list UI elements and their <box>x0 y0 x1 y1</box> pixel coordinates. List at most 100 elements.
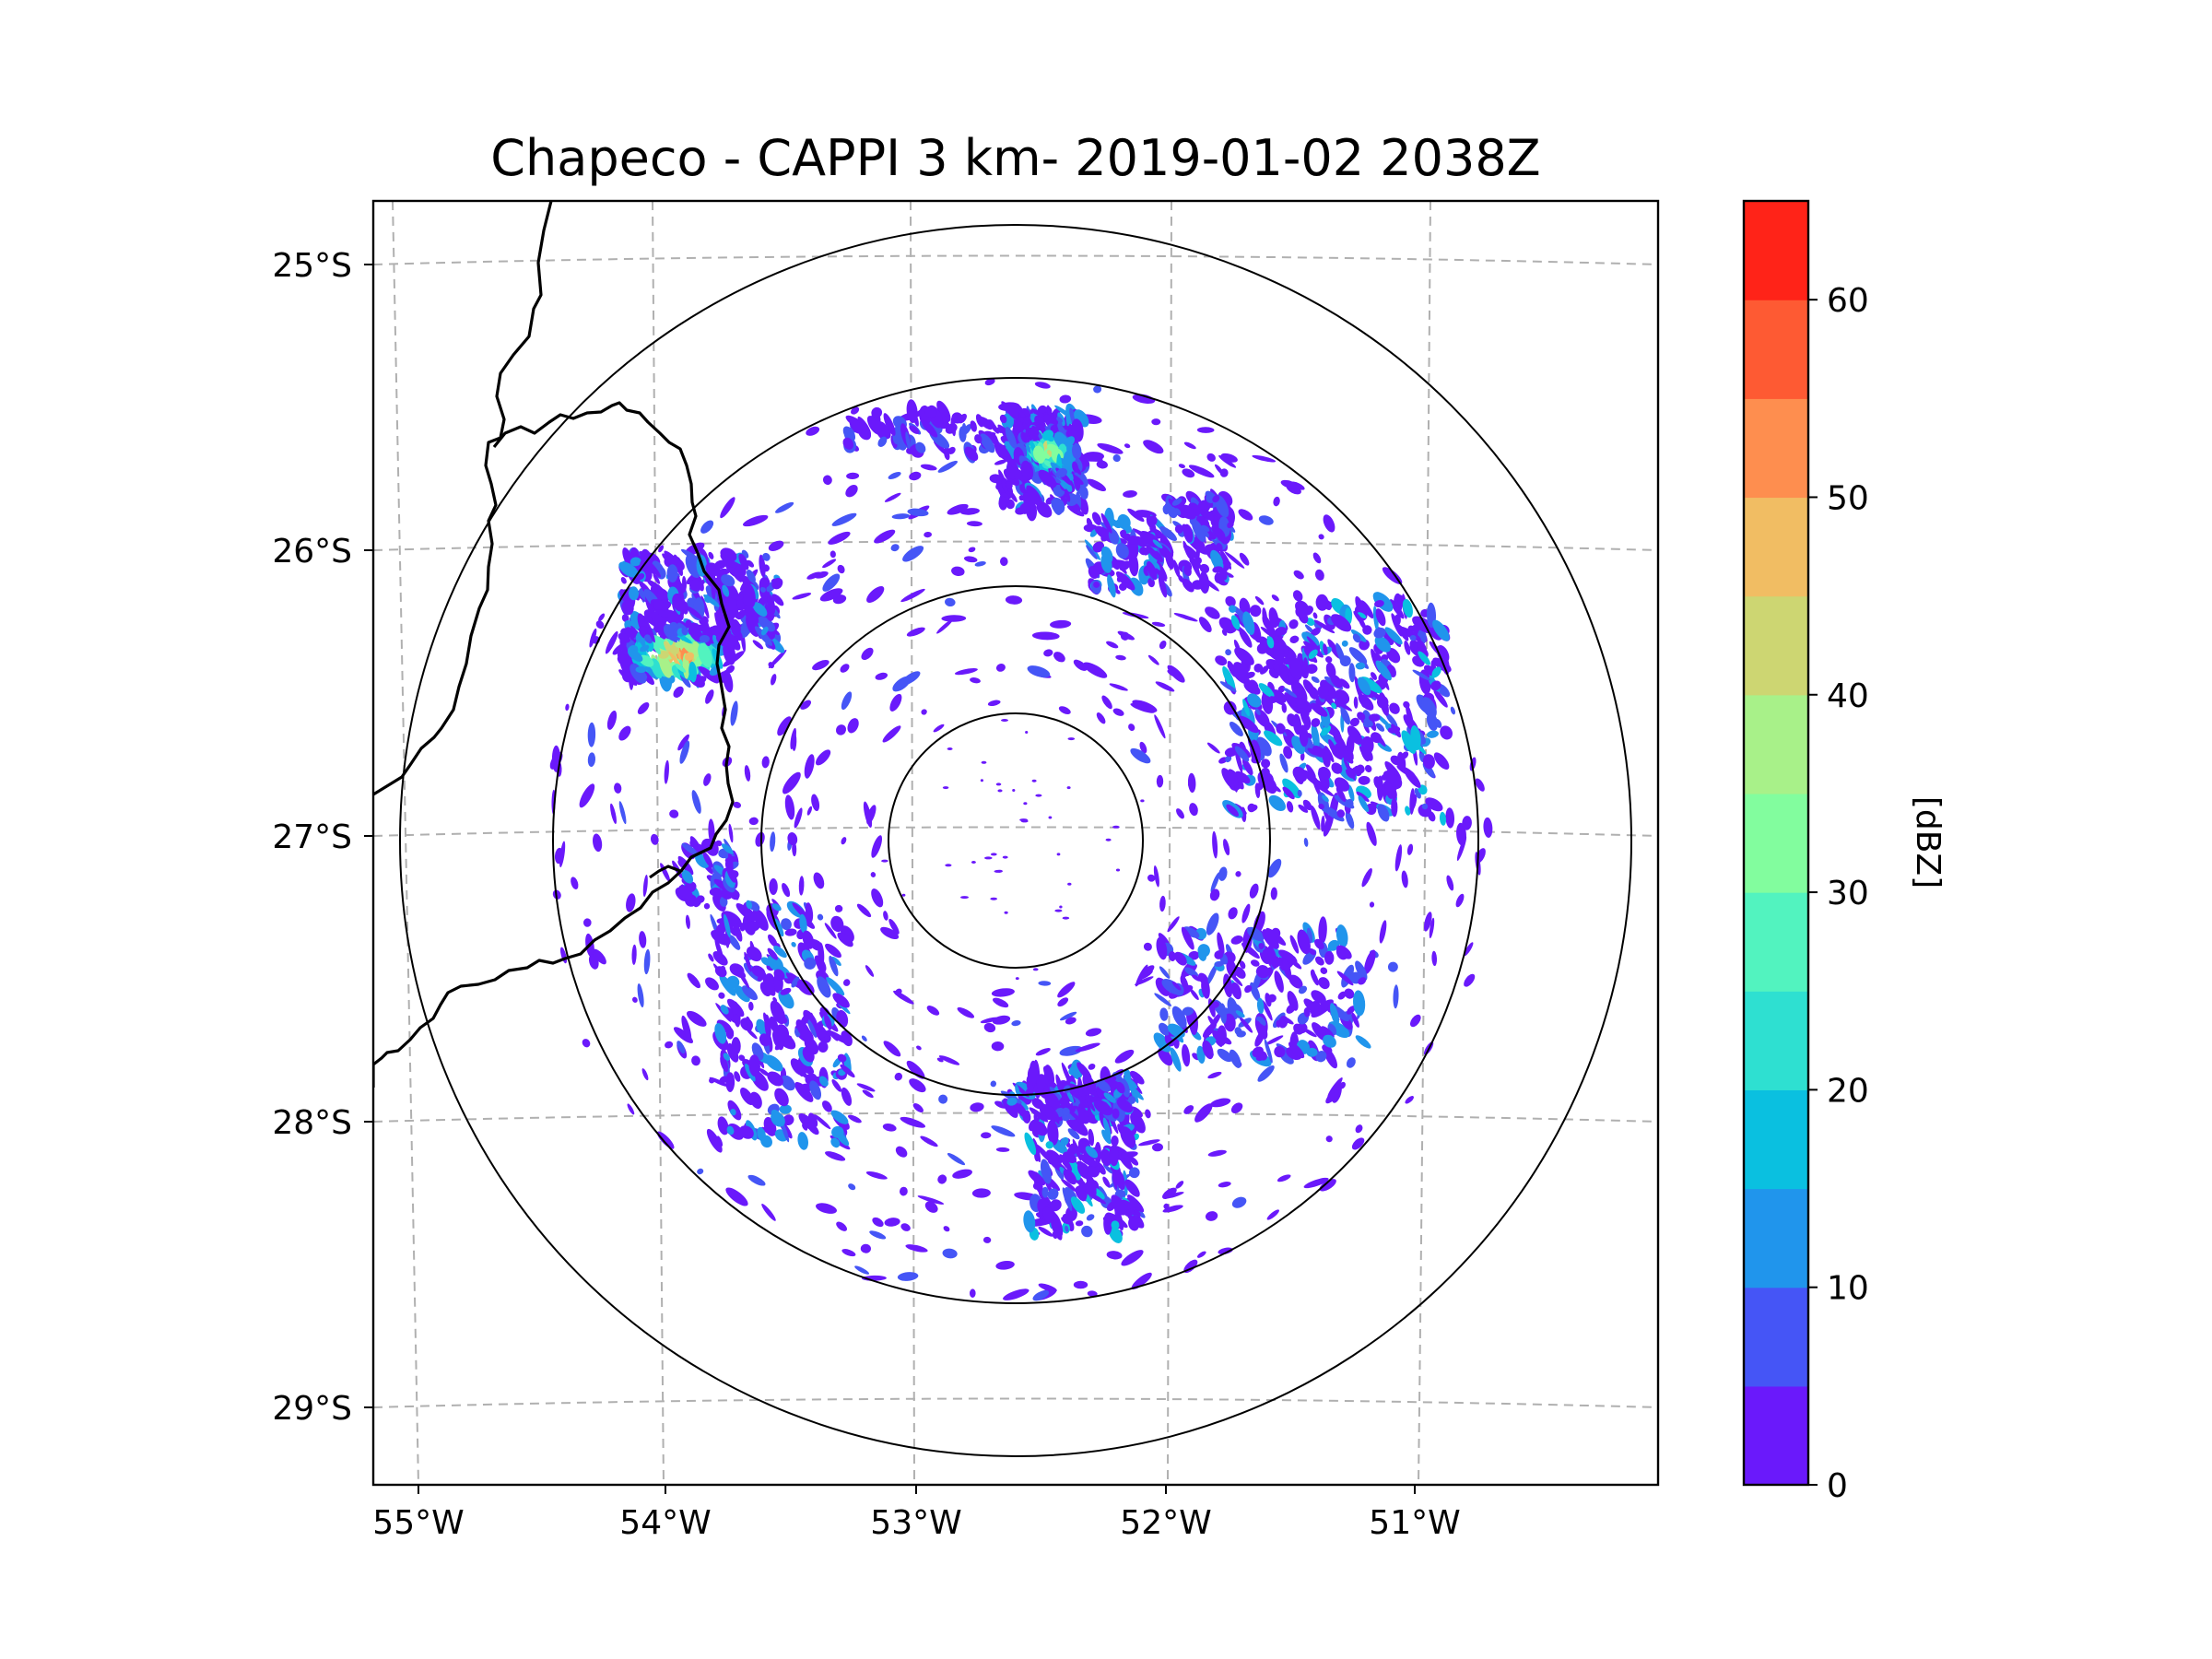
graticule <box>373 201 1658 1485</box>
echo-cell-318 <box>970 677 981 684</box>
echo-cell-2691 <box>749 1091 762 1109</box>
echo-cell-279 <box>709 1077 715 1084</box>
echo-cell-2656 <box>829 955 839 977</box>
echo-cell-83 <box>900 1116 926 1128</box>
echo-cell-1497 <box>1092 541 1105 553</box>
echo-cell-1679 <box>1302 770 1320 786</box>
y-tick-label-28: 28°S <box>272 1104 352 1142</box>
echo-cell-827 <box>1026 485 1042 507</box>
echo-cell-335 <box>1130 703 1155 713</box>
echo-cell-2788 <box>979 417 994 430</box>
echo-cell-478 <box>816 749 831 766</box>
echo-cell-1201 <box>752 602 768 617</box>
echo-cell-106 <box>800 700 812 710</box>
echo-cell-267 <box>969 1288 976 1298</box>
echo-cell-52 <box>888 918 900 935</box>
colorbar-frame <box>1742 199 1810 1487</box>
echo-cell-2821 <box>993 434 1002 458</box>
echo-cell-2811 <box>924 406 937 418</box>
echo-cell-2869 <box>1191 519 1206 543</box>
echo-cell-1927 <box>1401 730 1417 754</box>
range-ring-100km <box>760 585 1271 1096</box>
echo-cell-2533 <box>717 1116 729 1135</box>
echo-cell-46 <box>1088 1063 1096 1070</box>
echo-cell-2588 <box>837 932 853 947</box>
echo-cell-284 <box>837 564 845 574</box>
echo-cell-94 <box>1159 895 1166 912</box>
echo-cell-1396 <box>640 644 650 653</box>
echo-cell-410 <box>784 794 795 820</box>
echo-cell-542 <box>1218 454 1237 468</box>
echo-cell-485 <box>1194 1103 1213 1123</box>
echo-cell-491 <box>571 877 579 889</box>
echo-cell-67 <box>1151 418 1161 426</box>
echo-cell-157 <box>1189 803 1198 817</box>
echo-cell-122 <box>1096 460 1108 469</box>
echo-cell-1714 <box>1373 600 1384 607</box>
echo-cell-603 <box>1112 454 1121 463</box>
echo-cell-40 <box>1176 808 1184 819</box>
echo-cell-1900 <box>1384 627 1403 645</box>
echo-cell-274 <box>1087 478 1107 492</box>
echo-cell-2350 <box>1085 1181 1097 1198</box>
echo-cell-1816 <box>1412 616 1435 634</box>
echo-cell-2716 <box>681 842 699 856</box>
echo-cell-1080 <box>628 586 640 601</box>
echo-cell-1901 <box>1347 725 1363 745</box>
echo-cell-1614 <box>1253 663 1264 673</box>
echo-cell-268 <box>1303 837 1309 847</box>
echo-cell-1606 <box>1360 600 1374 619</box>
echo-cell-1125 <box>673 554 683 576</box>
echo-cell-2131 <box>1321 1026 1335 1038</box>
echo-cell-399 <box>848 1114 862 1124</box>
echo-cell-117 <box>883 1041 901 1057</box>
echo-cell-1143 <box>676 583 687 594</box>
echo-cell-1760 <box>1402 598 1413 618</box>
echo-cell-2354 <box>1129 1156 1139 1166</box>
echo-cell-1174 <box>629 557 641 567</box>
echo-cell-287 <box>900 588 925 603</box>
echo-cell-539 <box>1273 496 1280 507</box>
echo-cell-2049 <box>1347 1006 1356 1015</box>
echo-cell-2690 <box>840 1064 855 1078</box>
echo-cell-2089 <box>1171 981 1182 991</box>
echo-cell-1967 <box>1439 811 1447 826</box>
echo-cell-135 <box>971 1188 991 1198</box>
echo-cell-160 <box>870 872 877 877</box>
echo-cell-611 <box>966 521 982 527</box>
echo-cell-1827 <box>1288 656 1303 680</box>
echo-cell-1877 <box>1371 732 1382 744</box>
echo-cell-56 <box>1207 1071 1222 1079</box>
echo-cell-643 <box>1019 818 1028 822</box>
y-tick-label-25: 25°S <box>272 247 352 285</box>
echo-cell-118 <box>1218 866 1228 881</box>
echo-cell-1896 <box>1426 730 1439 738</box>
echo-cell-2358 <box>1109 1145 1119 1167</box>
echo-cell-2596 <box>781 1075 795 1091</box>
echo-cell-1169 <box>687 606 703 620</box>
echo-cell-280 <box>1409 1014 1421 1028</box>
echo-cell-2445 <box>1077 1094 1088 1108</box>
echo-cell-965 <box>1071 442 1082 460</box>
echo-cell-2653 <box>837 1053 847 1063</box>
echo-cell-177 <box>733 801 742 808</box>
echo-cell-71 <box>906 627 925 637</box>
echo-cell-1894 <box>1328 739 1337 756</box>
echo-cell-504 <box>822 573 841 592</box>
echo-cell-1785 <box>1335 689 1350 705</box>
echo-cell-2815 <box>964 446 979 462</box>
echo-cell-445 <box>1379 920 1387 944</box>
echo-cell-1607 <box>1358 775 1371 785</box>
echo-cell-1946 <box>1310 702 1328 717</box>
echo-cell-1698 <box>1268 794 1286 812</box>
echo-cell-199 <box>1059 1045 1083 1056</box>
echo-cell-2501 <box>734 985 750 1003</box>
echo-cell-479 <box>937 460 958 473</box>
echo-cell-1647 <box>1297 789 1302 797</box>
echo-cell-14 <box>587 752 596 767</box>
echo-cell-2664 <box>825 943 841 959</box>
echo-cell-1857 <box>1283 746 1293 759</box>
echo-cell-1579 <box>1277 685 1286 693</box>
echo-cell-2678 <box>799 913 807 934</box>
echo-cell-1843 <box>1356 764 1365 774</box>
